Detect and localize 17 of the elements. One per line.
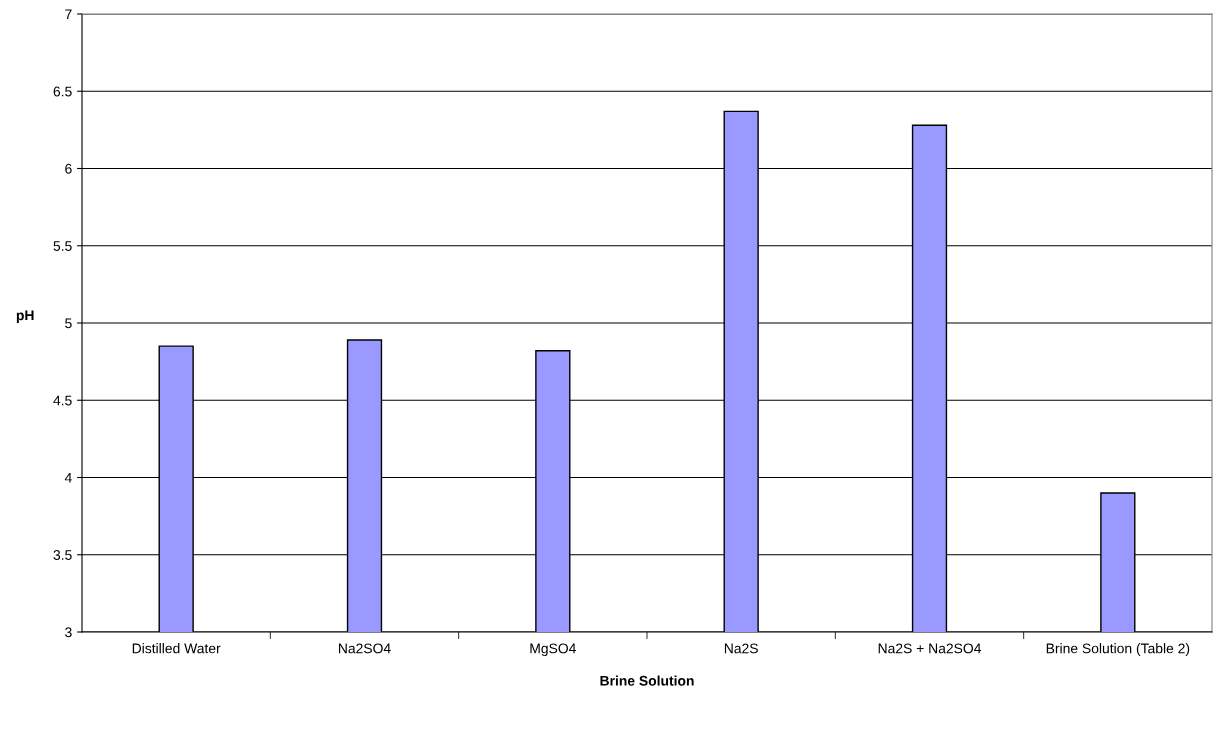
x-tick-label: Distilled Water	[132, 643, 221, 654]
x-tick-label: Brine Solution (Table 2)	[1046, 643, 1190, 657]
x-tick-label: Na2S	[724, 643, 758, 654]
y-tick-label: 6.5	[53, 86, 72, 97]
x-tick-label: MgSO4	[530, 643, 576, 657]
y-tick-label: 5.5	[53, 241, 72, 251]
y-tick-label: 4.5	[53, 395, 72, 406]
y-tick-label: 3.5	[53, 550, 72, 560]
y-tick-label: 7	[65, 9, 72, 20]
y-tick-label: 4	[64, 472, 72, 483]
y-tick-label: 6	[65, 163, 72, 174]
x-axis-title: Brine Solution	[600, 675, 694, 686]
x-tick-label: Na2S + Na2SO4	[878, 643, 982, 654]
y-axis-title: pH	[16, 310, 34, 323]
y-tick-label: 5	[65, 318, 72, 329]
y-tick-label: 3	[65, 627, 72, 638]
x-tick-label: Na2SO4	[339, 643, 391, 654]
